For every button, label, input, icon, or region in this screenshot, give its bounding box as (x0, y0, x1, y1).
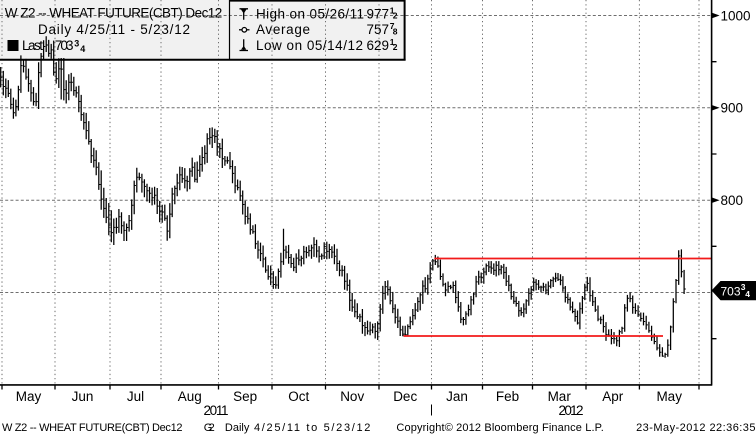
svg-text:3: 3 (74, 39, 79, 49)
svg-text:Sep: Sep (233, 389, 257, 404)
svg-text:7: 7 (390, 21, 395, 31)
svg-text:Jan: Jan (446, 389, 468, 404)
svg-text:May: May (16, 389, 42, 404)
svg-text:2012: 2012 (559, 403, 584, 418)
svg-text:3: 3 (741, 282, 746, 292)
svg-text:Low on 05/14/12: Low on 05/14/12 (256, 38, 363, 53)
svg-text:703: 703 (55, 38, 74, 53)
svg-text:703: 703 (721, 284, 741, 298)
svg-text:Jul: Jul (127, 389, 144, 404)
svg-text:Dec: Dec (393, 389, 417, 404)
svg-text:Average: Average (256, 22, 310, 37)
svg-text:900: 900 (721, 101, 744, 116)
svg-text:4: 4 (745, 289, 750, 299)
svg-text:23-May-2012 22:36:35: 23-May-2012 22:36:35 (636, 422, 755, 434)
svg-text:Nov: Nov (340, 389, 364, 404)
svg-text:1000: 1000 (721, 8, 751, 23)
svg-text:8: 8 (393, 26, 398, 36)
svg-text:977: 977 (367, 7, 390, 22)
svg-text:2011: 2011 (204, 403, 229, 418)
svg-text:1: 1 (390, 5, 395, 15)
svg-text:4/25/11 to 5/23/12: 4/25/11 to 5/23/12 (254, 422, 370, 434)
svg-text:Apr: Apr (602, 389, 624, 404)
svg-text:4: 4 (80, 44, 85, 54)
svg-text:Copyright© 2012 Bloomberg Fina: Copyright© 2012 Bloomberg Finance L.P. (396, 422, 603, 434)
svg-text:629: 629 (367, 38, 390, 53)
svg-text:Oct: Oct (288, 389, 309, 404)
svg-text:Mar: Mar (548, 389, 572, 404)
svg-text:Aug: Aug (178, 389, 202, 404)
svg-text:Daily 4/25/11 - 5/23/12: Daily 4/25/11 - 5/23/12 (38, 22, 190, 37)
svg-text:May: May (656, 389, 682, 404)
svg-text:Last: Last (22, 38, 43, 53)
svg-text:Feb: Feb (496, 389, 519, 404)
svg-text:G2: G2 (204, 422, 215, 434)
svg-text:1: 1 (390, 37, 395, 47)
svg-text:W Z2 -- WHEAT FUTURE(CBT) Dec1: W Z2 -- WHEAT FUTURE(CBT) Dec12 (2, 422, 183, 434)
svg-text:2: 2 (393, 11, 398, 21)
svg-text:W Z2 -- WHEAT FUTURE(CBT) Dec1: W Z2 -- WHEAT FUTURE(CBT) Dec12 (5, 6, 223, 21)
svg-text:800: 800 (721, 193, 744, 208)
svg-text:757: 757 (367, 22, 390, 37)
svg-text:2: 2 (393, 42, 398, 52)
svg-text:High on 05/26/11: High on 05/26/11 (256, 7, 364, 22)
svg-text:Daily: Daily (225, 422, 250, 434)
svg-text:Jun: Jun (72, 389, 94, 404)
